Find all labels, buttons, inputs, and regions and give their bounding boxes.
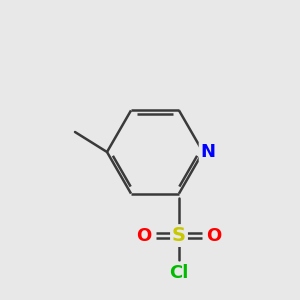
Text: Cl: Cl [169,264,189,282]
Text: N: N [200,143,215,161]
Text: S: S [172,226,186,245]
Text: O: O [136,226,152,244]
Text: O: O [206,226,222,244]
